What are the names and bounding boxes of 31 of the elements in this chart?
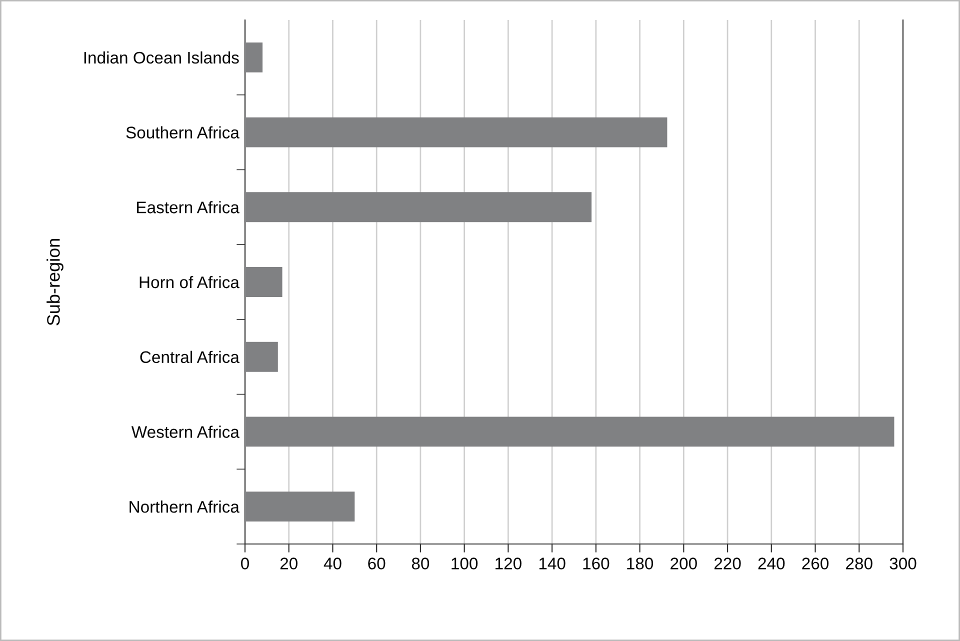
y-tick-label: Central Africa — [140, 350, 240, 364]
bar — [245, 117, 668, 148]
y-tick-label: Eastern Africa — [137, 201, 240, 214]
y-tick-label: Southern Africa — [126, 126, 240, 138]
bar — [245, 42, 263, 72]
x-tick-label: 40 — [324, 558, 342, 570]
bar — [245, 492, 355, 522]
x-tick-label: 240 — [758, 558, 785, 570]
x-tick-label: 0 — [241, 558, 249, 570]
x-tick-label: 200 — [670, 558, 697, 570]
y-axis-title: Sub-region — [46, 239, 64, 326]
y-tick-label: Western Africa — [131, 426, 240, 438]
y-tick-label: Indian Ocean Islands — [84, 51, 239, 64]
bar — [245, 267, 282, 297]
x-tick-label: 260 — [802, 558, 829, 570]
x-tick-label: 60 — [368, 558, 386, 570]
x-tick-label: 140 — [539, 558, 566, 570]
x-tick-label: 300 — [890, 558, 916, 570]
x-tick-label: 160 — [583, 558, 610, 570]
bar — [245, 192, 592, 222]
x-tick-label: 280 — [846, 558, 872, 570]
x-tick-label: 180 — [627, 558, 654, 570]
x-tick-label: 80 — [412, 558, 430, 570]
bar — [245, 342, 278, 372]
x-tick-label: 220 — [714, 558, 741, 570]
x-tick-label: 100 — [452, 558, 478, 570]
x-tick-label: 120 — [496, 558, 522, 570]
x-tick-label: 20 — [280, 558, 298, 570]
y-tick-label: Horn of Africa — [140, 276, 240, 288]
bar — [245, 416, 894, 447]
y-tick-label: Northern Africa — [130, 500, 240, 513]
